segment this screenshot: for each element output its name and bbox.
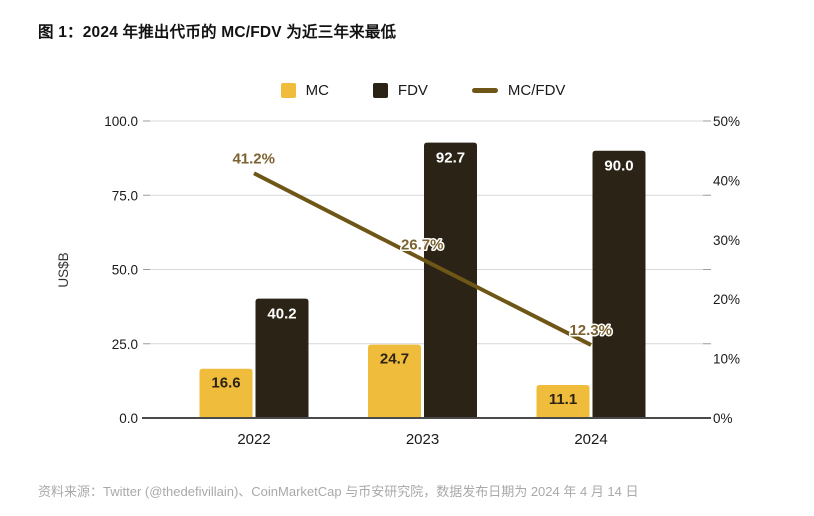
fdv-bar: [592, 150, 646, 418]
legend-item-mc: MC: [280, 81, 329, 99]
left-axis-tick-label: 75.0: [112, 188, 138, 203]
mcfdv-line-value-label: 41.2%: [232, 150, 275, 167]
fdv-bar: [424, 142, 477, 418]
mc-bar-value-label: 24.7: [380, 351, 409, 368]
chart-legend: MC FDV MC/FDV: [16, 80, 814, 100]
right-axis-tick-label: 0%: [713, 411, 733, 426]
right-axis-tick-label: 20%: [713, 292, 740, 307]
fdv-bar-value-label: 92.7: [436, 150, 465, 167]
mc-bar: [199, 368, 253, 418]
right-axis-tick-label: 10%: [713, 352, 740, 367]
legend-label-mcfdv: MC/FDV: [507, 81, 566, 99]
mcfdv-line-value-label: 12.3%: [569, 322, 612, 339]
mcfdv-line-value-label: 26.7%: [401, 236, 444, 253]
mc-bar-value-label: 11.1: [549, 391, 577, 408]
fdv-bar-value-label: 40.2: [267, 306, 296, 323]
mc-bar: [536, 385, 590, 418]
mc-swatch-icon: [280, 82, 296, 98]
left-axis-tick-label: 25.0: [112, 337, 138, 352]
fdv-swatch-icon: [372, 82, 388, 98]
legend-label-mc: MC: [305, 81, 329, 99]
mc-bar: [368, 344, 421, 418]
fdv-bar: [255, 298, 309, 418]
right-axis-tick-label: 50%: [713, 114, 740, 129]
left-axis-tick-label: 100.0: [104, 114, 138, 129]
source-note: 资料来源：Twitter (@thedefivillain)、CoinMarke…: [38, 484, 639, 499]
fdv-bar-value-label: 90.0: [604, 158, 633, 175]
left-axis-title: US$B: [56, 252, 71, 287]
right-axis-tick-label: 30%: [713, 233, 740, 248]
right-axis-tick-label: 40%: [713, 173, 740, 188]
legend-item-mcfdv: MC/FDV: [471, 81, 566, 99]
mc-bar-value-label: 16.6: [211, 375, 240, 392]
chart-title: 图 1：2024 年推出代币的 MC/FDV 为近三年来最低: [38, 24, 397, 41]
mcfdv-line: [253, 171, 592, 347]
x-axis-category-label: 2022: [237, 431, 270, 448]
mcfdv-swatch-icon: [471, 87, 498, 93]
left-axis-tick-label: 50.0: [112, 263, 138, 278]
legend-item-fdv: FDV: [372, 81, 428, 99]
x-axis-category-label: 2023: [406, 431, 439, 448]
legend-label-fdv: FDV: [397, 81, 428, 99]
x-axis-category-label: 2024: [574, 431, 607, 448]
left-axis-tick-label: 0.0: [119, 411, 138, 426]
